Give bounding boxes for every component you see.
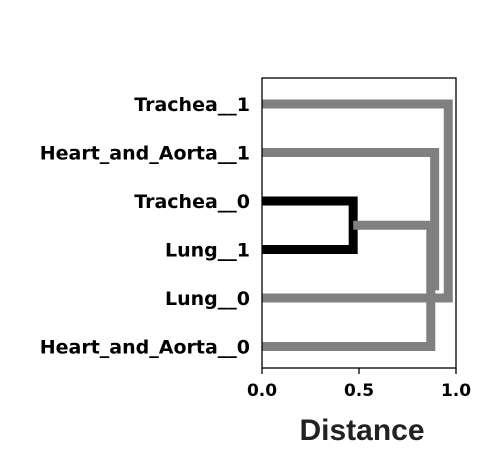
x-axis-ticks: 0.0 0.5 1.0 (247, 368, 471, 401)
x-axis-title: Distance (299, 414, 424, 447)
leaf-label: Trachea__0 (134, 191, 250, 213)
dendrogram-branch (262, 99, 453, 303)
dendrogram-branch (262, 148, 440, 291)
leaf-label: Lung__1 (165, 240, 250, 262)
x-tick-label: 1.0 (441, 381, 471, 401)
dendrogram-branch (262, 196, 358, 254)
leaf-label: Lung__0 (165, 288, 250, 310)
x-tick-label: 0.0 (247, 381, 277, 401)
dendrogram-branch (262, 220, 436, 351)
x-tick-label: 0.5 (344, 381, 374, 401)
leaf-labels: Trachea__1 Heart_and_Aorta__1 Trachea__0 Lu… (40, 94, 250, 359)
leaf-label: Heart_and_Aorta__0 (40, 337, 250, 359)
dendrogram-branches (262, 99, 453, 351)
leaf-label: Heart_and_Aorta__1 (40, 143, 250, 165)
leaf-label: Trachea__1 (134, 94, 250, 116)
